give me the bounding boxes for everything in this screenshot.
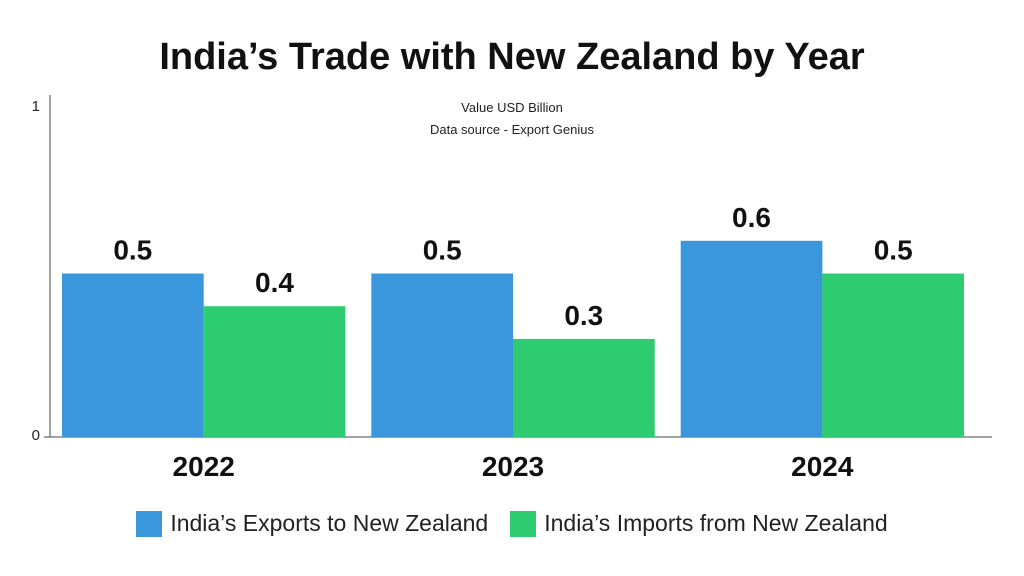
chart-title: India’s Trade with New Zealand by Year bbox=[159, 36, 865, 78]
data-labels-layer: 0.5 0.4 0.5 0.3 0.6 0.5 bbox=[113, 202, 912, 331]
bar-exports-2022 bbox=[62, 273, 204, 437]
data-label-imports-2023: 0.3 bbox=[564, 300, 603, 331]
legend: India’s Exports to New Zealand India’s I… bbox=[0, 510, 1024, 537]
bar-imports-2024 bbox=[822, 273, 964, 437]
data-label-exports-2024: 0.6 bbox=[732, 202, 771, 233]
legend-item-imports: India’s Imports from New Zealand bbox=[510, 510, 888, 537]
data-label-exports-2022: 0.5 bbox=[113, 235, 152, 266]
data-label-exports-2023: 0.5 bbox=[423, 235, 462, 266]
x-tick-label-2024: 2024 bbox=[791, 451, 854, 482]
legend-label-exports: India’s Exports to New Zealand bbox=[170, 510, 489, 536]
bar-chart: Value USD Billion Data source - Export G… bbox=[32, 95, 992, 482]
bars-layer bbox=[62, 240, 964, 437]
subtitle-line-1: Value USD Billion bbox=[461, 100, 563, 115]
bar-exports-2023 bbox=[371, 273, 513, 437]
x-tick-label-2022: 2022 bbox=[173, 451, 235, 482]
legend-label-imports: India’s Imports from New Zealand bbox=[544, 510, 888, 536]
bar-exports-2024 bbox=[680, 240, 823, 437]
bar-imports-2022 bbox=[203, 306, 346, 437]
data-label-imports-2024: 0.5 bbox=[874, 235, 913, 266]
y-tick-label-1: 1 bbox=[32, 98, 40, 115]
y-tick-label-0: 0 bbox=[32, 427, 40, 444]
category-labels-layer: 2022 2023 2024 bbox=[173, 451, 854, 482]
data-label-imports-2022: 0.4 bbox=[255, 267, 294, 298]
x-tick-label-2023: 2023 bbox=[482, 451, 544, 482]
legend-swatch-imports bbox=[510, 510, 537, 537]
legend-item-exports: India’s Exports to New Zealand bbox=[136, 510, 488, 537]
bar-imports-2023 bbox=[513, 338, 655, 437]
legend-swatch-exports bbox=[136, 510, 163, 537]
subtitle-line-2: Data source - Export Genius bbox=[430, 122, 595, 137]
